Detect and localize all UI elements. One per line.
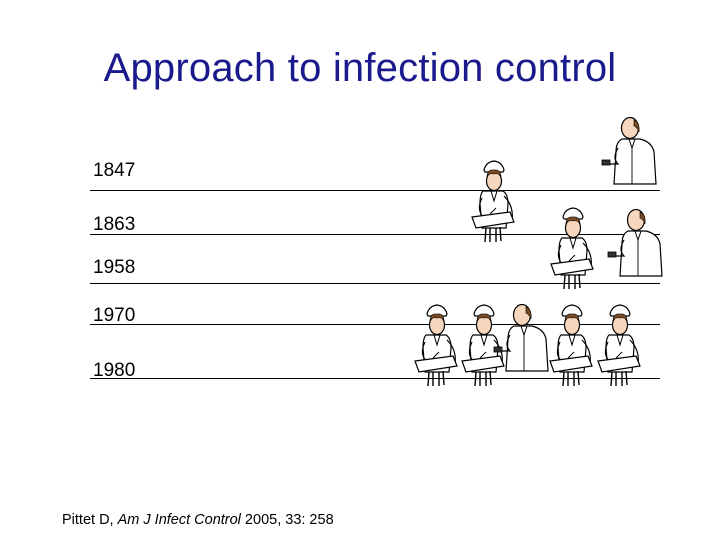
nurse-figure-1980-b — [461, 304, 505, 387]
doctor-figure-1847 — [601, 116, 657, 185]
citation: Pittet D, Am J Infect Control 2005, 33: … — [62, 512, 334, 528]
year-label-1863: 1863 — [93, 214, 136, 235]
timeline-line-1863 — [90, 234, 660, 235]
timeline-line-1980 — [90, 378, 660, 379]
year-label-1980: 1980 — [93, 360, 136, 381]
citation-author: Pittet D, — [62, 512, 118, 528]
doctor-figure-1958 — [607, 208, 663, 277]
year-label-1958: 1958 — [93, 257, 136, 278]
year-label-1970: 1970 — [93, 305, 136, 326]
timeline-line-1970 — [90, 324, 660, 325]
nurse-figure-1980-a — [414, 304, 458, 387]
timeline-line-1847 — [90, 190, 660, 191]
timeline-line-1958 — [90, 283, 660, 284]
nurse-figure-1958 — [550, 207, 594, 290]
year-label-1847: 1847 — [93, 160, 136, 181]
slide-title: Approach to infection control — [103, 46, 617, 90]
nurse-figure-1980-d — [597, 304, 641, 387]
citation-journal: Am J Infect Control — [117, 512, 241, 528]
nurse-figure-1863 — [471, 160, 515, 243]
citation-details: 2005, 33: 258 — [240, 512, 334, 528]
nurse-figure-1980-c — [549, 304, 593, 387]
